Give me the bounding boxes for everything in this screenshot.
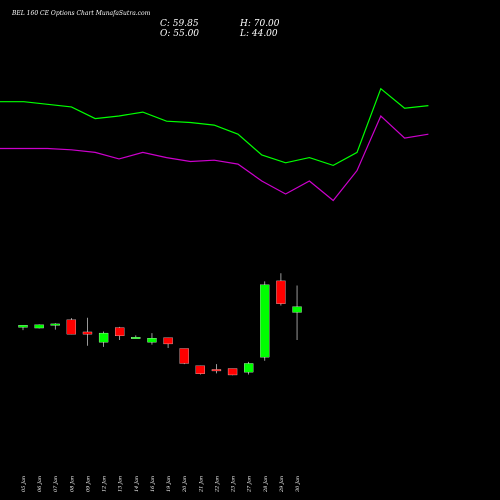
high-value: H: 70.00	[240, 19, 280, 29]
candle-body	[260, 284, 270, 358]
candle-body	[66, 319, 77, 335]
x-tick-label: 23 Jan	[231, 476, 237, 493]
x-tick-label: 19 Jan	[166, 476, 172, 492]
upper-line	[0, 87, 429, 167]
x-tick-label: 29 Jan	[279, 476, 285, 493]
x-tick-label: 05 Jan	[21, 476, 27, 492]
open-value: O: 55.00	[160, 29, 200, 39]
candle-body	[179, 348, 189, 364]
candle-body	[147, 338, 157, 343]
candle-body	[131, 337, 141, 339]
candle-body	[227, 368, 238, 376]
x-tick-label: 13 Jan	[118, 476, 124, 492]
x-tick-label: 12 Jan	[102, 476, 108, 492]
close-value: C: 59.85	[160, 19, 199, 29]
x-tick-label: 20 Jan	[182, 476, 188, 493]
x-axis-labels: 05 Jan 06 Jan 07 Jan 08 Jan 09 Jan 12 Jan 13 J…	[21, 476, 301, 493]
candle-body	[276, 280, 286, 304]
candle-body	[82, 331, 93, 335]
low-value: L: 44.00	[240, 29, 278, 39]
candle-body	[34, 324, 44, 329]
x-tick-label: 07 Jan	[53, 476, 59, 492]
x-tick-label: 30 Jan	[295, 476, 301, 492]
candle-body	[163, 337, 173, 345]
candle-body	[292, 306, 302, 313]
candle-body	[18, 325, 28, 328]
x-tick-label: 22 Jan	[214, 476, 220, 493]
x-tick-label: 27 Jan	[247, 476, 253, 493]
x-tick-label: 14 Jan	[134, 476, 140, 492]
candle-body	[211, 369, 222, 372]
candle-body	[98, 332, 109, 343]
indicator-lines	[0, 87, 429, 202]
candle-body	[115, 327, 125, 337]
chart-title: BEL 160 CE Options Chart MunafaSutra.com	[12, 10, 151, 17]
x-tick-label: 21 Jan	[198, 476, 204, 493]
candle-body	[195, 365, 205, 374]
candle-body	[244, 363, 254, 373]
candles	[18, 273, 302, 376]
x-tick-label: 09 Jan	[85, 476, 91, 492]
x-tick-label: 16 Jan	[150, 476, 156, 492]
x-tick-label: 28 Jan	[263, 476, 269, 493]
x-tick-label: 08 Jan	[69, 476, 75, 492]
candle-body	[50, 323, 60, 326]
lower-line	[0, 114, 429, 202]
x-tick-label: 06 Jan	[37, 476, 43, 492]
